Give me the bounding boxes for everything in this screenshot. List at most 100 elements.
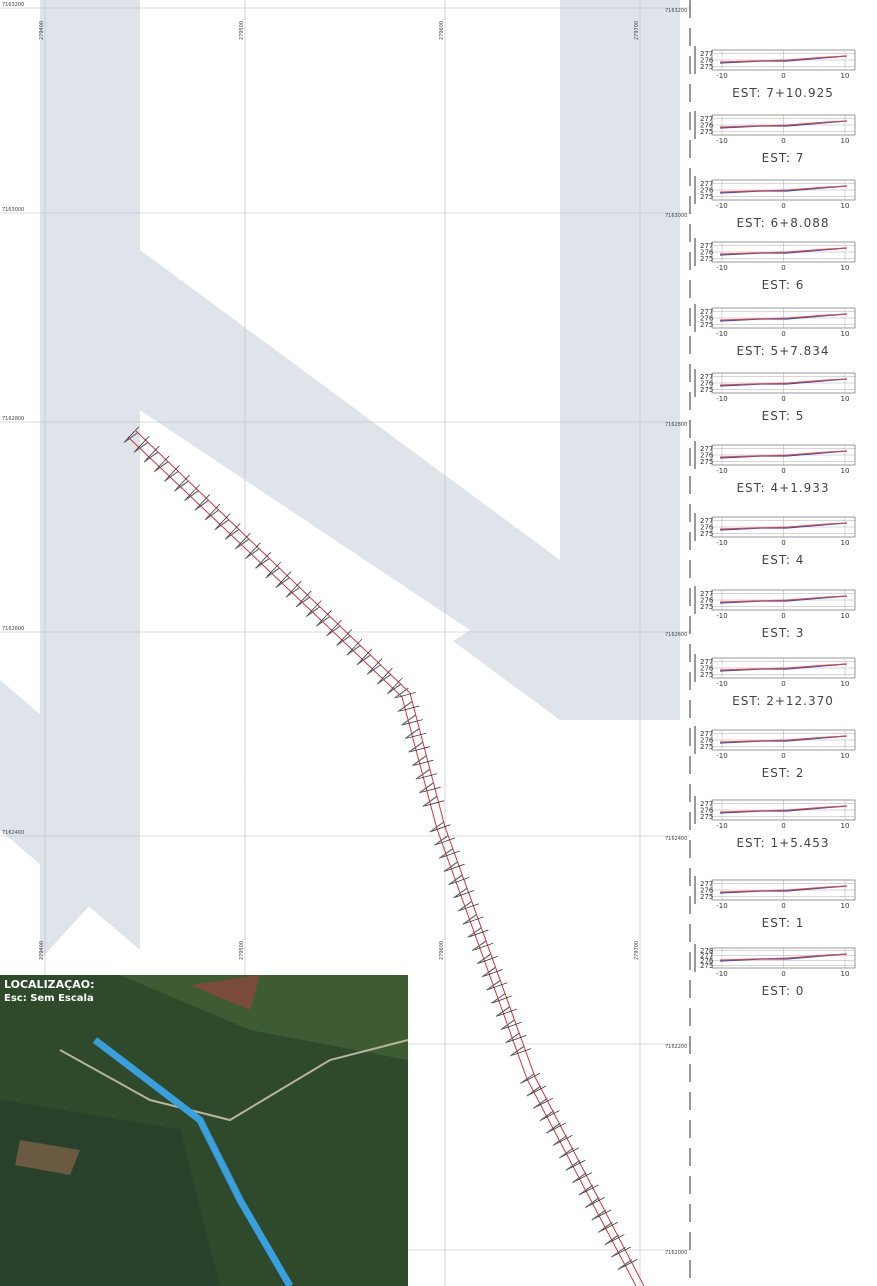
east-label: 279600 <box>439 941 445 960</box>
stake-note <box>579 1185 593 1195</box>
section-x-label: 10 <box>841 330 850 338</box>
stake-note <box>572 1173 586 1183</box>
stake-note <box>449 875 463 885</box>
section-label: EST: 0 <box>762 984 805 998</box>
section-x-label: 10 <box>841 970 850 978</box>
stake-note <box>540 1111 554 1121</box>
section-x-label: -10 <box>716 680 727 688</box>
stake-note <box>472 941 486 951</box>
section-label: EST: 1 <box>762 916 805 930</box>
location-scale: Esc: Sem Escala <box>4 993 94 1004</box>
section-x-label: -10 <box>716 137 727 145</box>
section-label: EST: 4+1.933 <box>736 481 829 495</box>
section-y-label: 275 <box>700 458 713 466</box>
north-label: 7162600 <box>2 626 24 632</box>
stake-note <box>566 1160 580 1170</box>
section-label: EST: 7+10.925 <box>732 86 834 100</box>
section-x-label: 0 <box>781 467 785 475</box>
section-x-label: -10 <box>716 202 727 210</box>
section-x-label: 0 <box>781 395 785 403</box>
watermark <box>0 0 680 960</box>
section-label: EST: 6 <box>762 278 805 292</box>
stake-note <box>533 1098 547 1108</box>
stake-note <box>527 1086 541 1096</box>
east-label: 279500 <box>239 21 245 40</box>
stake-note <box>487 980 501 990</box>
section-x-label: 0 <box>781 330 785 338</box>
section-y-label: 275 <box>700 321 713 329</box>
section-x-label: 0 <box>781 612 785 620</box>
stake-note <box>553 1136 567 1146</box>
stake-note <box>520 1074 534 1084</box>
section-x-label: -10 <box>716 395 727 403</box>
section-x-label: -10 <box>716 264 727 272</box>
section-x-label: -10 <box>716 970 727 978</box>
section-y-label: 275 <box>700 893 713 901</box>
north-label: 7163000 <box>665 213 687 219</box>
north-label: 7162000 <box>665 1250 687 1256</box>
section-x-label: -10 <box>716 902 727 910</box>
section-x-label: 0 <box>781 902 785 910</box>
section-label: EST: 7 <box>762 151 805 165</box>
stake-note <box>501 1020 515 1030</box>
section-x-label: 10 <box>841 395 850 403</box>
stake-note <box>453 888 467 898</box>
stake-note <box>463 914 477 924</box>
stake-note <box>559 1148 573 1158</box>
section-x-label: 0 <box>781 264 785 272</box>
stake-note <box>477 954 491 964</box>
stake-note <box>592 1210 606 1220</box>
section-y-label: 275 <box>700 193 713 201</box>
section-x-label: 0 <box>781 202 785 210</box>
section-label: EST: 3 <box>762 626 805 640</box>
section-label: EST: 1+5.453 <box>736 836 829 850</box>
stake-note <box>506 1033 520 1043</box>
section-x-label: 10 <box>841 264 850 272</box>
section-y-label: 275 <box>700 255 713 263</box>
north-label: 7162800 <box>2 416 24 422</box>
north-label: 7162200 <box>665 1044 687 1050</box>
stake-note <box>439 848 453 858</box>
stake-note <box>585 1198 599 1208</box>
north-label: 7162400 <box>665 836 687 842</box>
section-x-label: 0 <box>781 539 785 547</box>
stake-note <box>468 927 482 937</box>
section-x-label: -10 <box>716 72 727 80</box>
stake-note <box>618 1260 632 1270</box>
section-x-label: 10 <box>841 680 850 688</box>
drawing-sheet: 7163200716320071630007163000716280071628… <box>0 0 877 1286</box>
section-x-label: 10 <box>841 467 850 475</box>
section-label: EST: 5 <box>762 409 805 423</box>
section-y-label: 275 <box>700 63 713 71</box>
section-x-label: 10 <box>841 612 850 620</box>
section-y-label: 275 <box>700 813 713 821</box>
section-y-label: 275 <box>700 530 713 538</box>
section-x-label: -10 <box>716 822 727 830</box>
section-x-label: 10 <box>841 72 850 80</box>
section-y-label: 275 <box>700 386 713 394</box>
stake-note <box>605 1235 619 1245</box>
location-title: LOCALIZAÇAO: <box>4 978 94 991</box>
section-x-label: 10 <box>841 902 850 910</box>
north-label: 7162800 <box>665 422 687 428</box>
section-y-label: 275 <box>700 743 713 751</box>
cross-sections: 277276275-10010EST: 7+10.925277276275-10… <box>695 46 855 998</box>
section-x-label: 0 <box>781 752 785 760</box>
section-label: EST: 4 <box>762 553 805 567</box>
location-map: LOCALIZAÇAO: Esc: Sem Escala <box>0 975 408 1286</box>
east-label: 279500 <box>239 941 245 960</box>
section-x-label: -10 <box>716 752 727 760</box>
stake-note <box>598 1222 612 1232</box>
stake-note <box>430 822 444 832</box>
section-x-label: 10 <box>841 539 850 547</box>
section-x-label: 0 <box>781 680 785 688</box>
stake-note <box>510 1046 524 1056</box>
section-y-label: 275 <box>700 671 713 679</box>
section-x-label: 0 <box>781 970 785 978</box>
section-x-label: 0 <box>781 822 785 830</box>
section-label: EST: 2+12.370 <box>732 694 834 708</box>
section-y-label: 275 <box>700 128 713 136</box>
stake-note <box>611 1247 625 1257</box>
east-label: 279400 <box>39 21 45 40</box>
east-label: 279700 <box>634 21 640 40</box>
